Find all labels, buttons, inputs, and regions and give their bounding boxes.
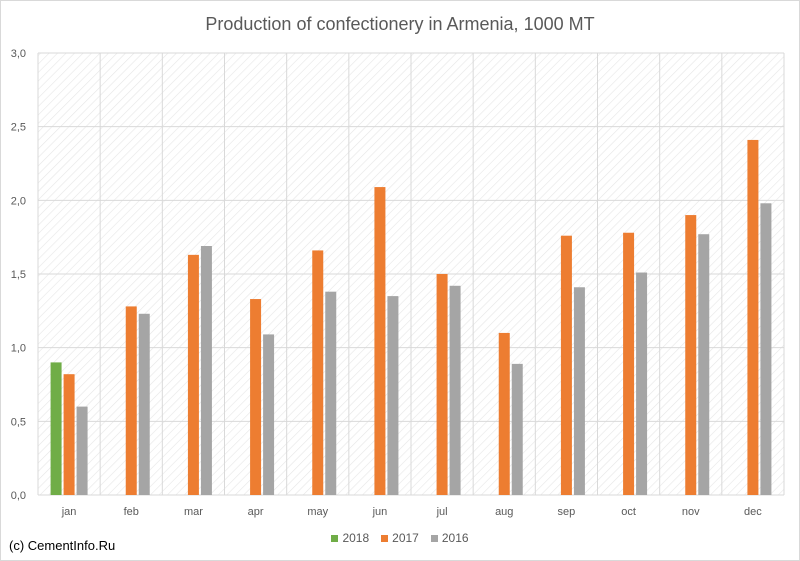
bar-2017-jan — [63, 374, 75, 495]
bar-2016-aug — [511, 363, 523, 495]
x-tick-label: nov — [682, 506, 700, 518]
bar-2017-jul — [436, 274, 448, 495]
x-tick-label: aug — [495, 506, 513, 518]
legend-item: 2016 — [430, 531, 469, 545]
x-tick-label: sep — [558, 506, 576, 518]
legend-label: 2017 — [392, 531, 419, 545]
bar-2016-jun — [387, 296, 399, 495]
y-tick-label: 0,0 — [11, 490, 26, 502]
bar-2017-sep — [560, 235, 572, 495]
x-tick-label: jan — [61, 506, 77, 518]
legend-item: 2018 — [331, 531, 369, 545]
bar-2016-dec — [760, 203, 772, 495]
bar-2017-jun — [374, 187, 386, 495]
bar-2017-nov — [685, 215, 697, 496]
x-tick-label: jun — [372, 506, 388, 518]
chart-title: Production of confectionery in Armenia, … — [205, 14, 595, 34]
legend-label: 2018 — [342, 531, 370, 545]
bar-2016-oct — [636, 272, 648, 495]
x-tick-label: mar — [184, 506, 203, 518]
bar-2016-apr — [263, 334, 275, 495]
legend-label: 2016 — [441, 531, 469, 545]
y-tick-label: 1,5 — [11, 269, 26, 281]
legend-swatch — [430, 534, 438, 542]
bar-2017-feb — [125, 306, 137, 495]
x-tick-label: feb — [124, 506, 139, 518]
bar-2016-sep — [573, 287, 585, 495]
x-tick-label: apr — [248, 506, 264, 518]
y-tick-label: 2,5 — [11, 122, 26, 134]
bar-2016-feb — [138, 313, 150, 495]
bar-2017-oct — [623, 232, 635, 495]
x-tick-label: jul — [436, 506, 448, 518]
copyright-text: (c) CementInfo.Ru — [9, 538, 116, 553]
y-tick-label: 2,0 — [11, 195, 26, 207]
bar-2016-nov — [698, 234, 710, 495]
bar-2016-jul — [449, 285, 461, 495]
x-tick-label: may — [307, 506, 328, 518]
bar-2016-may — [325, 291, 337, 495]
legend-item: 2017 — [381, 531, 419, 545]
y-tick-label: 0,5 — [11, 416, 26, 428]
legend-swatch — [381, 534, 389, 542]
bar-2017-may — [312, 250, 324, 495]
bar-2017-aug — [498, 332, 510, 495]
x-tick-label: oct — [621, 506, 636, 518]
y-tick-label: 1,0 — [11, 343, 26, 355]
bar-2018-jan — [50, 362, 62, 495]
bar-2017-mar — [187, 254, 199, 495]
x-tick-label: dec — [744, 506, 762, 518]
bar-2016-mar — [200, 246, 212, 495]
bar-2016-jan — [76, 406, 88, 495]
y-tick-label: 3,0 — [11, 48, 26, 60]
chart-legend: 2018 2017 2016 — [0, 531, 800, 545]
legend-swatch — [331, 534, 339, 542]
bar-2017-apr — [250, 299, 262, 495]
bar-2017-dec — [747, 139, 759, 495]
